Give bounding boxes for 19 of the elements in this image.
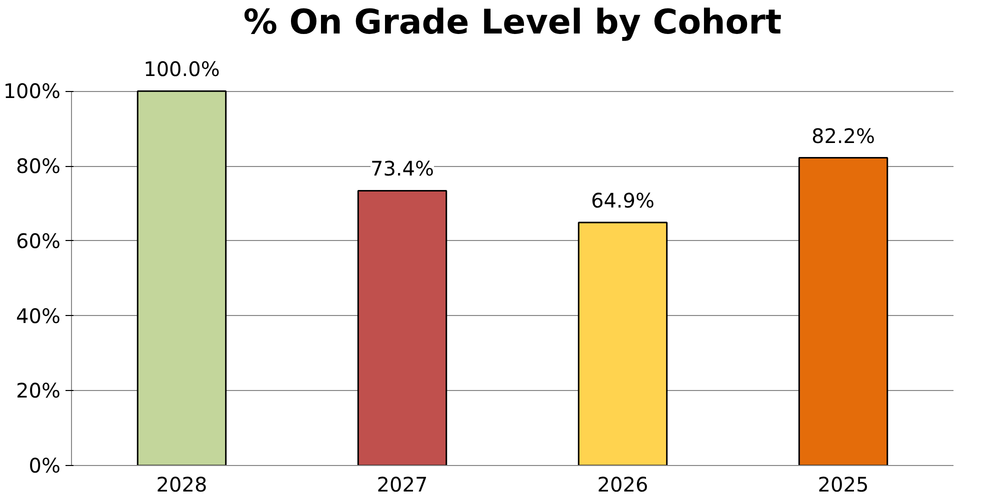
x-tick-label: 2028: [156, 472, 208, 494]
y-tick-label: 40%: [16, 304, 60, 328]
x-tick-label: 2025: [818, 472, 869, 494]
chart-title: % On Grade Level by Cohort: [243, 2, 782, 42]
y-tick-label: 100%: [3, 79, 61, 104]
y-tick-label: 20%: [16, 378, 60, 403]
y-tick-label: 80%: [16, 154, 60, 178]
x-tick-label: 2026: [597, 472, 648, 494]
data-label: 64.9%: [590, 188, 655, 213]
data-label: 100.0%: [144, 57, 220, 82]
bar: [136, 90, 227, 466]
x-tick-label: 2027: [376, 472, 428, 494]
bar: [798, 157, 888, 466]
bar: [578, 222, 668, 466]
y-tick-label: 60%: [16, 228, 60, 253]
y-tick-label: 0%: [28, 454, 61, 478]
data-label: 73.4%: [370, 156, 434, 181]
bar: [357, 190, 448, 466]
data-label: 82.2%: [811, 124, 876, 148]
